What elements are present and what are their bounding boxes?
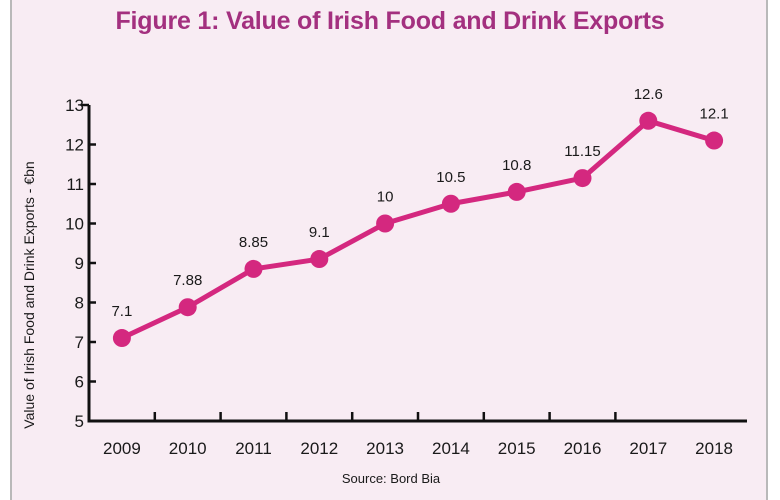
x-tick-label: 2009 — [103, 439, 141, 458]
chart-title: Figure 1: Value of Irish Food and Drink … — [115, 7, 665, 35]
x-tick-label: 2011 — [235, 439, 272, 458]
y-tick-label: 13 — [65, 96, 84, 115]
data-point — [573, 169, 592, 188]
data-point — [310, 250, 329, 269]
series-line — [120, 118, 715, 341]
x-tick-label: 2015 — [498, 439, 536, 458]
x-tick-label: 2012 — [300, 439, 338, 458]
data-label: 8.85 — [239, 234, 268, 251]
data-point — [705, 131, 724, 150]
y-tick-label: 11 — [66, 175, 84, 194]
x-tick-label: 2016 — [564, 439, 602, 458]
series-layer: 7.1 7.88 8.85 9.1 10 10.5 10.8 11.15 12.6 12.1 — [111, 86, 729, 348]
x-tick-label: 2010 — [169, 439, 207, 458]
y-tick-label: 6 — [75, 373, 84, 392]
data-point — [441, 194, 460, 213]
y-tick-label: 8 — [75, 294, 84, 313]
y-axis-ticks: 5 6 7 8 9 10 11 12 13 — [65, 96, 96, 431]
data-label: 11.15 — [564, 143, 600, 160]
x-tick-label: 2013 — [366, 439, 404, 458]
data-label: 10.8 — [502, 157, 531, 174]
y-tick-label: 10 — [65, 215, 84, 234]
data-point — [376, 214, 395, 233]
data-label: 10 — [377, 189, 394, 206]
chart-frame — [10, 0, 768, 500]
x-axis-ticks: 2009 2010 2011 2012 2013 2014 2015 2016 2017 2018 — [103, 412, 733, 458]
data-point — [178, 298, 197, 317]
source-note: Source: Bord Bia — [342, 471, 441, 486]
y-tick-label: 5 — [75, 412, 84, 431]
axes — [87, 105, 747, 423]
data-point — [112, 329, 131, 348]
y-tick-label: 7 — [75, 333, 84, 352]
data-label: 7.1 — [111, 303, 132, 320]
x-tick-label: 2018 — [695, 439, 733, 458]
y-tick-label: 9 — [75, 254, 84, 273]
y-tick-label: 12 — [65, 136, 84, 155]
data-label: 12.6 — [634, 86, 663, 103]
data-label: 12.1 — [699, 106, 728, 123]
y-axis-label: Value of Irish Food and Drink Exports - … — [21, 161, 37, 428]
x-tick-label: 2017 — [629, 439, 667, 458]
data-point — [244, 259, 263, 278]
data-point — [507, 182, 526, 201]
data-point — [639, 111, 658, 130]
data-label: 10.5 — [436, 169, 465, 186]
x-tick-label: 2014 — [432, 439, 470, 458]
data-label: 7.88 — [173, 272, 202, 289]
data-label: 9.1 — [309, 224, 330, 241]
